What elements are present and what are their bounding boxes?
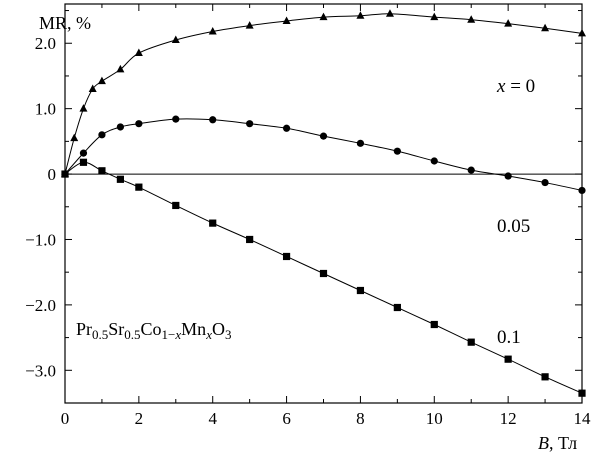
formula-part: x — [174, 327, 181, 342]
formula-part: Mn — [181, 319, 206, 339]
data-point-triangle — [430, 12, 439, 21]
data-point-square — [116, 175, 124, 183]
formula-part: 1− — [162, 327, 176, 342]
x-tick-label: 0 — [61, 409, 70, 428]
formula-part: 3 — [225, 327, 232, 342]
series-1 — [61, 115, 586, 195]
data-point-circle — [430, 157, 438, 165]
data-point-triangle — [578, 28, 586, 37]
series-label-x0-var: x — [496, 76, 506, 97]
y-tick-label: 1.0 — [35, 100, 56, 119]
data-point-circle — [116, 123, 124, 131]
data-point-square — [504, 355, 512, 363]
series-line — [64, 161, 583, 394]
data-point-square — [541, 373, 549, 381]
y-tick-label: 0 — [48, 165, 57, 184]
x-tick-label: 10 — [426, 409, 443, 428]
data-point-square — [430, 320, 438, 329]
data-point-square — [79, 158, 88, 166]
data-point-circle — [172, 115, 180, 123]
x-axis-variable: B — [538, 433, 549, 453]
data-point-triangle — [88, 84, 97, 93]
series-layer — [61, 9, 586, 397]
data-point-triangle — [504, 19, 513, 27]
data-point-square — [98, 167, 106, 175]
formula-part: x — [205, 327, 212, 342]
data-point-circle — [135, 120, 143, 128]
data-point-square — [61, 170, 69, 178]
data-point-square — [172, 201, 180, 210]
formula-part: 0.5 — [124, 327, 140, 342]
data-point-circle — [319, 132, 328, 140]
tick-marks — [64, 4, 583, 403]
data-point-circle — [246, 120, 254, 128]
series-label-x0-rest: = 0 — [505, 76, 535, 97]
data-point-square — [393, 303, 401, 312]
data-point-triangle — [171, 35, 180, 43]
data-point-triangle — [208, 26, 217, 35]
x-tick-label: 8 — [356, 409, 365, 428]
data-point-square — [246, 235, 254, 244]
x-tick-label: 4 — [208, 409, 217, 428]
data-point-triangle — [282, 16, 291, 25]
data-point-square — [282, 252, 291, 261]
data-point-circle — [282, 124, 291, 132]
formula-part: Sr — [108, 319, 124, 339]
compound-formula: Pr0.5Sr0.5Co1−xMnxO3 — [76, 319, 231, 342]
data-point-square — [135, 183, 143, 191]
data-point-triangle — [134, 48, 143, 57]
series-0 — [61, 9, 586, 178]
data-point-triangle — [70, 133, 79, 142]
formula-part: O — [212, 319, 225, 339]
data-point-square — [319, 269, 328, 278]
data-point-triangle — [541, 23, 550, 32]
series-2 — [61, 158, 586, 397]
data-point-circle — [209, 116, 217, 124]
data-point-square — [209, 219, 217, 227]
data-point-circle — [98, 131, 106, 139]
series-line — [64, 118, 583, 191]
data-point-triangle — [97, 76, 106, 85]
data-point-triangle — [116, 64, 125, 73]
data-point-square — [578, 389, 586, 397]
tick-labels: 0 2 4 6 8 10 12 14 2.0 1.0 0 −1.0 −2.0 −3.0 — [25, 34, 591, 428]
data-point-triangle — [79, 104, 88, 112]
data-point-circle — [393, 147, 401, 155]
data-point-circle — [578, 186, 586, 195]
data-point-triangle — [385, 9, 394, 17]
data-point-square — [356, 286, 365, 295]
series-label-x01: 0.1 — [497, 327, 521, 348]
data-point-triangle — [467, 15, 476, 23]
formula-part: Pr — [76, 319, 92, 339]
series-label-x0: x = 0 — [496, 76, 535, 97]
data-point-triangle — [245, 21, 254, 29]
formula-part: Co — [141, 319, 162, 339]
y-axis-label: MR, % — [39, 13, 91, 33]
y-tick-label: 2.0 — [35, 34, 56, 53]
data-point-triangle — [356, 11, 365, 19]
data-point-circle — [79, 149, 88, 157]
y-tick-label: −3.0 — [25, 361, 56, 380]
data-point-circle — [467, 166, 475, 174]
data-point-circle — [356, 139, 365, 147]
x-tick-label: 12 — [500, 409, 517, 428]
formula-part: 0.5 — [92, 327, 108, 342]
x-tick-label: 14 — [574, 409, 592, 428]
x-axis-unit: , Тл — [549, 433, 577, 453]
x-axis-label: B, Тл — [538, 433, 577, 453]
x-tick-label: 2 — [135, 409, 144, 428]
data-point-circle — [541, 178, 549, 187]
data-point-square — [467, 338, 475, 346]
data-point-triangle — [319, 12, 328, 21]
y-tick-label: −1.0 — [25, 230, 56, 249]
x-tick-label: 6 — [282, 409, 291, 428]
series-label-x005: 0.05 — [497, 216, 530, 237]
y-tick-label: −2.0 — [25, 296, 56, 315]
data-point-circle — [504, 172, 512, 180]
